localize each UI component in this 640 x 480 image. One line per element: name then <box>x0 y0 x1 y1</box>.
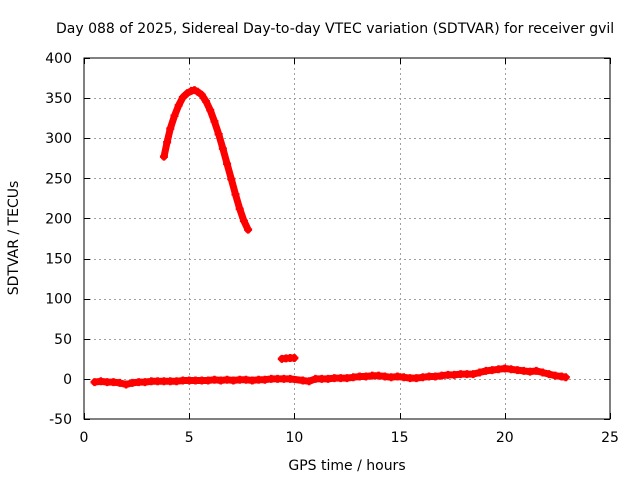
y-tick-label: 50 <box>54 332 72 348</box>
data-point <box>239 216 248 225</box>
data-point <box>244 225 253 234</box>
data-point <box>227 175 236 184</box>
data-point <box>544 370 553 379</box>
plot-frame <box>83 57 611 420</box>
tick-labels: 0 5 10 15 20 25 -50 0 50 100 150 200 250 300 350 400 <box>45 51 619 446</box>
series-band <box>160 86 252 234</box>
data-point <box>115 378 124 387</box>
x-tick-label: 25 <box>601 430 619 446</box>
y-tick-label: 250 <box>45 171 72 187</box>
data-point <box>469 370 478 379</box>
data-point <box>163 138 172 147</box>
y-tick-label: 100 <box>45 292 72 308</box>
axis-ticks <box>84 58 611 420</box>
y-tick-label: 350 <box>45 91 72 107</box>
y-tick-label: 0 <box>63 372 72 388</box>
data-point <box>170 111 179 120</box>
y-axis-label: SDTVAR / TECUs <box>6 181 22 296</box>
x-tick-label: 20 <box>496 430 514 446</box>
data-point <box>183 89 192 98</box>
x-tick-label: 10 <box>285 430 303 446</box>
y-tick-label: 300 <box>45 131 72 147</box>
grid <box>84 58 610 419</box>
data-point <box>193 87 202 96</box>
x-tick-label: 15 <box>391 430 409 446</box>
data-point <box>223 159 232 168</box>
y-tick-label: 200 <box>45 211 72 227</box>
y-tick-label: -50 <box>49 412 72 428</box>
y-tick-label: 400 <box>45 51 72 67</box>
data-point <box>210 117 219 126</box>
data-point <box>286 374 295 383</box>
data-point <box>290 354 299 363</box>
data-point <box>206 106 215 115</box>
data-point <box>174 101 183 110</box>
data-point <box>235 204 244 213</box>
data-point <box>231 190 240 199</box>
data-point <box>538 368 547 377</box>
data-point <box>305 377 314 386</box>
data-point <box>159 152 168 161</box>
data-point <box>122 380 131 389</box>
x-tick-label: 0 <box>80 430 89 446</box>
data-points <box>90 86 570 389</box>
data-point <box>561 373 570 382</box>
data-point <box>532 366 541 375</box>
data-point <box>214 130 223 139</box>
data-point <box>166 124 175 133</box>
y-tick-label: 150 <box>45 252 72 268</box>
x-axis-label: GPS time / hours <box>288 458 405 474</box>
chart-title: Day 088 of 2025, Sidereal Day-to-day VTE… <box>56 21 614 37</box>
data-point <box>202 97 211 106</box>
x-tick-label: 5 <box>185 430 194 446</box>
data-point <box>178 93 187 102</box>
data-point <box>475 368 484 377</box>
data-point <box>197 90 206 99</box>
data-point <box>218 144 227 153</box>
